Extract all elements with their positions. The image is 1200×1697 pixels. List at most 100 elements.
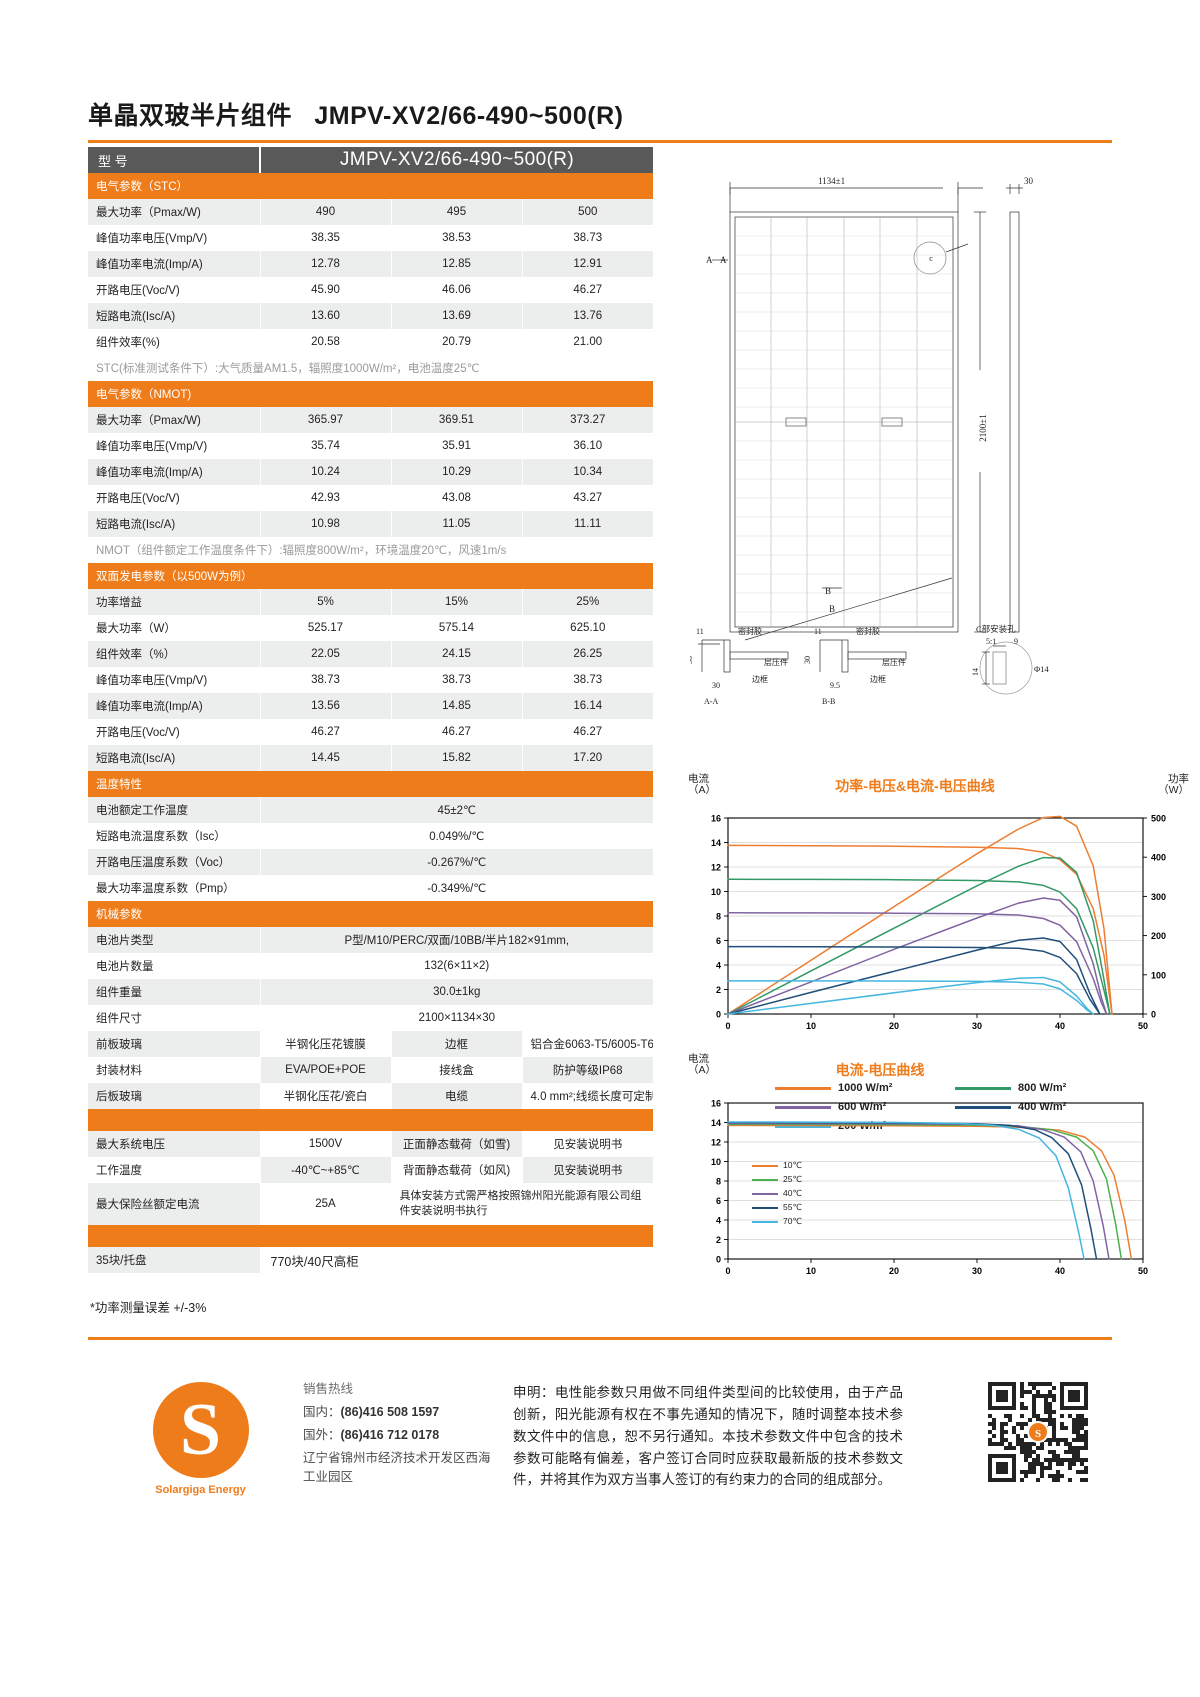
svg-text:30: 30 [972, 1266, 982, 1276]
table-row: 电池片类型 P型/M10/PERC/双面/10BB/半片182×91mm, [88, 927, 654, 953]
table-row: 开路电压温度系数（Voc） -0.267%/℃ [88, 849, 654, 875]
table-row: 峰值功率电压(Vmp/V) 35.74 35.91 36.10 [88, 433, 654, 459]
svg-text:0: 0 [1151, 1010, 1156, 1020]
row-value: 35.74 [259, 433, 391, 459]
dim-30-b: 30 [712, 681, 720, 690]
svg-text:6: 6 [716, 1196, 721, 1206]
row-value: 38.73 [390, 667, 522, 693]
section-band-packing [88, 1225, 654, 1247]
row-label: 封装材料 [88, 1057, 260, 1083]
dim-width: 1134±1 [818, 176, 845, 186]
row-label: 组件效率(%) [88, 329, 260, 355]
svg-text:50: 50 [1138, 1021, 1148, 1031]
section-band-mechanical: 机械参数 [88, 901, 654, 927]
row-label: 最大功率温度系数（Pmp） [88, 875, 260, 901]
label-press-a: 层压件 [764, 657, 788, 667]
table-row: 开路电压(Voc/V) 42.93 43.08 43.27 [88, 485, 654, 511]
svg-text:10: 10 [806, 1266, 816, 1276]
svg-text:200: 200 [1151, 931, 1166, 941]
section-band-stc: 电气参数（STC） [88, 173, 654, 199]
row-value: 500 [521, 199, 654, 225]
legend-swatch [752, 1178, 778, 1181]
svg-text:40: 40 [1055, 1021, 1065, 1031]
row-label: 电池片数量 [88, 953, 260, 979]
dim-11-a: 11 [696, 627, 704, 636]
row-value: 13.69 [390, 303, 522, 329]
row-value: 46.27 [521, 719, 654, 745]
row-value: -0.349%/℃ [259, 875, 654, 901]
row-value: EVA/POE+POE [259, 1057, 391, 1083]
row-label: 组件尺寸 [88, 1005, 260, 1031]
table-row: 峰值功率电流(Imp/A) 13.56 14.85 16.14 [88, 693, 654, 719]
logo-wordmark: Solargiga Energy [155, 1484, 246, 1496]
svg-text:0: 0 [725, 1021, 730, 1031]
band-label-system [88, 1109, 654, 1131]
row-value: 38.53 [390, 225, 522, 251]
legend-swatch [752, 1164, 778, 1167]
legend-label: 40℃ [783, 1188, 803, 1198]
table-row: 峰值功率电流(Imp/A) 12.78 12.85 12.91 [88, 251, 654, 277]
row-label-2: 电缆 [390, 1083, 522, 1109]
svg-text:14: 14 [711, 838, 721, 848]
row-label: 短路电流(Isc/A) [88, 745, 260, 771]
row-value: 13.76 [521, 303, 654, 329]
row-value: 半钢化压花/瓷白 [259, 1083, 391, 1109]
row-value: 12.78 [259, 251, 391, 277]
row-label: 功率增益 [88, 589, 260, 615]
hotline-label: 销售热线 [303, 1382, 354, 1396]
row-value: 10.29 [390, 459, 522, 485]
chart2-svg: 0 2 4 6 8 10 12 14 16 0 10 20 30 40 50 [711, 1099, 1148, 1277]
table-row: 工作温度 -40℃~+85℃ 背面静态载荷（如风) 见安装说明书 [88, 1157, 654, 1183]
svg-text:0: 0 [716, 1010, 721, 1020]
domestic-line: 国内：(86)416 508 1597 [303, 1401, 493, 1424]
row-value: 21.00 [521, 329, 654, 355]
page-title: 单晶双玻半片组件 JMPV-XV2/66-490~500(R) [88, 96, 1108, 132]
row-value-2: 见安装说明书 [521, 1157, 654, 1183]
legend-swatch [775, 1105, 831, 1109]
row-value: 43.27 [521, 485, 654, 511]
table-row: 最大功率（W） 525.17 575.14 625.10 [88, 615, 654, 641]
row-value: -40℃~+85℃ [259, 1157, 391, 1183]
page-title-model: JMPV-XV2/66-490~500(R) [314, 102, 624, 130]
row-value-2: 防护等级IP68 [521, 1057, 654, 1083]
row-value: 10.98 [259, 511, 391, 537]
table-row: 组件效率（%） 22.05 24.15 26.25 [88, 641, 654, 667]
disclaimer-text: 申明：电性能参数只用做不同组件类型间的比较使用，由于产品创新，阳光能源有权在不事… [513, 1385, 903, 1488]
table-row: 开路电压(Voc/V) 46.27 46.27 46.27 [88, 719, 654, 745]
row-value: 369.51 [390, 407, 522, 433]
chart-current-voltage: 电流 （A） 电流-电压曲线 0 2 4 6 8 10 12 14 16 0 10 20 30 40 50 [680, 1050, 1195, 1285]
row-value: 46.27 [521, 277, 654, 303]
row-value: 16.14 [521, 693, 654, 719]
row-value: 15% [390, 589, 522, 615]
legend-item: 70℃ [752, 1216, 802, 1227]
legend-item: 800 W/m² [955, 1082, 1105, 1094]
row-label: 工作温度 [88, 1157, 260, 1183]
band-label-mechanical: 机械参数 [88, 901, 654, 927]
header-label: 型 号 [88, 147, 260, 173]
legend-label: 25℃ [783, 1174, 803, 1184]
legend-swatch [752, 1206, 778, 1209]
row-value: 373.27 [521, 407, 654, 433]
row-value: 132(6×11×2) [259, 953, 654, 979]
row-value: 38.73 [521, 667, 654, 693]
row-value: 12.91 [521, 251, 654, 277]
logo-circle-icon: S [152, 1382, 249, 1478]
row-label: 短路电流(Isc/A) [88, 303, 260, 329]
legend-item: 600 W/m² [775, 1101, 925, 1113]
row-value: 495 [390, 199, 522, 225]
band-label-nmot: 电气参数（NMOT) [88, 381, 654, 407]
svg-text:0: 0 [725, 1266, 730, 1276]
chart1-title: 功率-电压&电流-电压曲线 [835, 778, 995, 794]
row-value: 5% [259, 589, 391, 615]
row-value: 11.11 [521, 511, 654, 537]
section-b-right: B [829, 604, 835, 614]
note-row-stc: STC(标准测试条件下）:大气质量AM1.5，辐照度1000W/m²，电池温度2… [88, 355, 654, 381]
table-row: 最大系统电压 1500V 正面静态载荷（如雪) 见安装说明书 [88, 1131, 654, 1157]
row-value: 26.25 [521, 641, 654, 667]
band-label-stc: 电气参数（STC） [88, 173, 654, 199]
table-row: 短路电流(Isc/A) 14.45 15.82 17.20 [88, 745, 654, 771]
svg-text:40: 40 [1055, 1266, 1065, 1276]
chart2-ylabel-left: 电流 （A） [688, 1053, 717, 1077]
section-band-nmot: 电气参数（NMOT) [88, 381, 654, 407]
